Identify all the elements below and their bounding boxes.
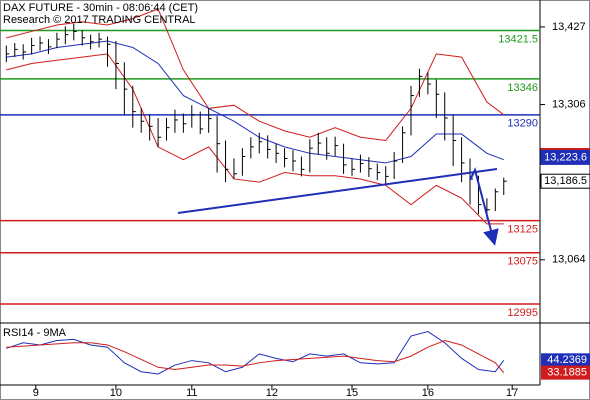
y-tick-label: 13,064 [552, 254, 586, 266]
x-tick-label: 15 [346, 387, 358, 399]
level-label: 13421.5 [498, 33, 538, 45]
x-tick-label: 9 [33, 387, 39, 399]
trendline [177, 168, 498, 214]
chart-subtitle: Research © 2017 TRADING CENTRAL [3, 14, 196, 26]
price-label: 13,186.5 [544, 175, 587, 187]
y-tick-label: 13,427 [552, 21, 586, 33]
rsi-label-box [541, 353, 590, 368]
price-panel [0, 8, 540, 305]
level-label: 13290 [507, 118, 538, 130]
rsi-title: RSI14 - 9MA [3, 327, 67, 339]
forecast-arrow [469, 167, 499, 246]
rsi-panel [6, 331, 505, 375]
level-label: 12995 [507, 307, 538, 319]
x-tick-label: 12 [266, 387, 278, 399]
price-label: 13,223.6 [544, 151, 587, 163]
rsi-line [6, 331, 505, 375]
axes: 13,427 13,306 13,064 9 10 11 12 15 16 17 13421.5 13… [33, 21, 590, 399]
rsi-label: 44.2369 [547, 354, 587, 366]
y-tick-label: 13,306 [552, 98, 586, 110]
x-tick-label: 17 [506, 387, 518, 399]
level-label: 13075 [507, 256, 538, 268]
price-label-box [540, 173, 590, 189]
x-tick-label: 10 [110, 387, 122, 399]
overlay-line [6, 40, 504, 164]
chart-title: DAX FUTURE - 30min - 08:06:44 (CET) [3, 2, 198, 14]
overlay-line [6, 8, 505, 142]
rsi-label-box [541, 365, 590, 380]
level-label: 13346 [507, 82, 538, 94]
overlay-line [6, 53, 504, 225]
rsi-label: 33.1885 [547, 367, 587, 379]
rsi-line [6, 339, 505, 373]
level-label: 13125 [507, 224, 538, 236]
x-tick-label: 11 [186, 387, 197, 399]
price-label-box [540, 149, 590, 165]
x-tick-label: 16 [422, 387, 434, 399]
